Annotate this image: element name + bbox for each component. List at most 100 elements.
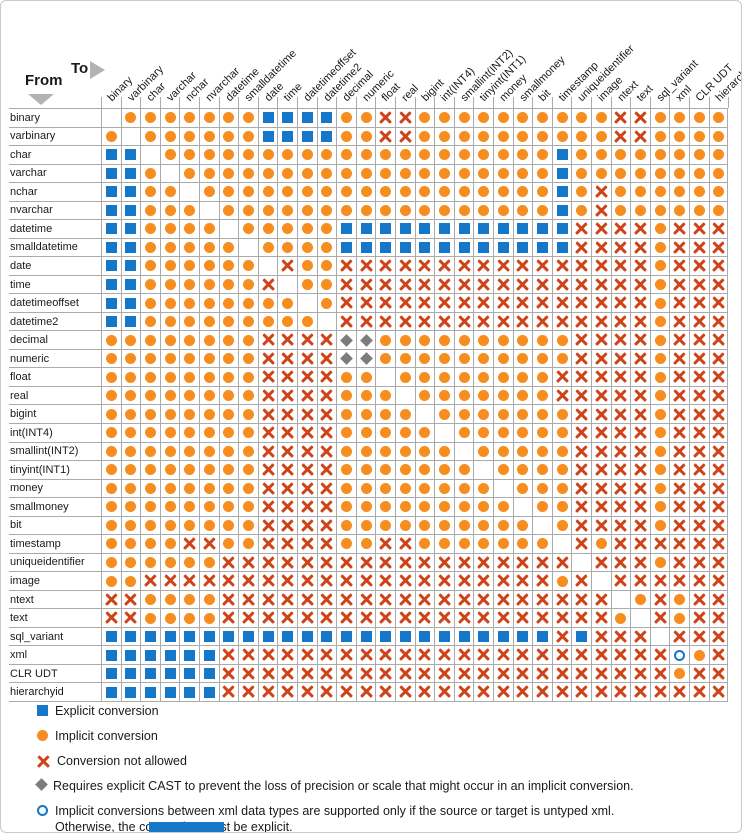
cell-timestamp-to-smalldatetime [238, 535, 258, 553]
cell-text-to-date [257, 609, 278, 627]
implicit-conversion-icon [105, 519, 117, 531]
column-tick [434, 97, 436, 108]
implicit-conversion-icon [125, 112, 137, 124]
cell-float-to-ntext [610, 368, 631, 386]
cell-timestamp-to-varbinary [120, 535, 141, 553]
implicit-conversion-icon [223, 112, 235, 124]
cell-decimal-to-smallmoney [512, 331, 533, 349]
implicit-conversion-icon [184, 260, 196, 272]
not-allowed-icon [281, 334, 294, 347]
row-label-datetime2: datetime2 [10, 315, 59, 328]
cell-smallint-int2-to-binary [101, 442, 121, 461]
implicit-conversion-icon [184, 112, 196, 124]
cell-clr-udt-to-time [277, 664, 297, 683]
cell-text-to-datetime2 [316, 609, 337, 627]
cell-tinyint-int1-to-datetimeoffset [297, 461, 317, 479]
row-label-ntext: ntext [10, 593, 34, 606]
cell-int-int4-to-xml [669, 424, 689, 442]
cell-tinyint-int1-to-real [395, 461, 415, 479]
cell-int-int4-to-uniqueidentifier [571, 424, 591, 442]
cell-bigint-to-varbinary [120, 405, 141, 423]
cell-int-int4-to-tinyint-int1 [473, 424, 493, 442]
explicit-cast-icon [35, 778, 48, 791]
not-allowed-icon [458, 686, 471, 699]
cell-varbinary-to-datetime2 [316, 127, 337, 146]
cell-datetime-to-smalldatetime [238, 220, 258, 238]
cell-datetimeoffset-to-binary [101, 294, 121, 312]
cell-image-to-float [375, 572, 395, 590]
implicit-conversion-icon [674, 186, 686, 198]
not-allowed-icon [340, 297, 353, 310]
cell-bigint-to-decimal [336, 405, 356, 423]
not-allowed-icon [575, 241, 588, 254]
cell-int-int4-to-date [257, 424, 278, 442]
matrix-row-nchar: nchar [9, 183, 729, 202]
not-allowed-icon [379, 686, 392, 699]
cell-date-to-sql-variant [649, 257, 670, 275]
not-allowed-icon [438, 649, 451, 662]
implicit-conversion-icon [536, 501, 548, 513]
not-allowed-icon [712, 334, 725, 347]
cell-bit-to-money [493, 516, 513, 535]
cell-ntext-to-ntext [610, 590, 631, 609]
cell-decimal-to-bigint [414, 331, 435, 349]
implicit-conversion-icon [380, 427, 392, 439]
cell-datetime-to-numeric [355, 220, 376, 238]
not-allowed-icon [634, 130, 647, 143]
cell-datetime-to-ntext [610, 220, 631, 238]
explicit-conversion-icon [125, 316, 137, 328]
cell-ntext-to-bigint [414, 590, 435, 609]
cell-real-to-varbinary [120, 386, 141, 405]
explicit-cast-icon [359, 333, 373, 347]
implicit-conversion-icon [164, 390, 176, 402]
not-allowed-icon [438, 315, 451, 328]
cell-varchar-to-datetime2 [316, 164, 337, 183]
cell-numeric-to-timestamp [551, 349, 572, 368]
explicit-conversion-icon [105, 668, 117, 680]
not-allowed-icon [536, 667, 549, 680]
cell-clr-udt-to-varbinary [120, 664, 141, 683]
cell-sql-variant-to-tinyint-int1 [473, 627, 493, 646]
cell-image-to-nchar [179, 572, 199, 590]
not-allowed-icon [595, 482, 608, 495]
implicit-conversion-icon [536, 112, 548, 124]
cell-hierarchyid-to-real [395, 683, 415, 701]
implicit-conversion-icon [321, 297, 333, 309]
cell-uniqueidentifier-to-nchar [179, 553, 199, 572]
cell-nvarchar-to-sql-variant [649, 201, 670, 220]
cell-date-to-nvarchar [199, 257, 219, 275]
matrix-row-timestamp: timestamp [9, 535, 729, 554]
cell-clr-udt-to-bit [532, 664, 552, 683]
cell-int-int4-to-timestamp [551, 424, 572, 442]
not-allowed-icon [595, 686, 608, 699]
column-tick [179, 97, 181, 108]
cell-varchar-to-decimal [336, 164, 356, 183]
cell-real-to-char [140, 386, 160, 405]
cell-varchar-to-char [140, 164, 160, 183]
cell-date-to-varchar [159, 257, 180, 275]
not-allowed-icon [673, 426, 686, 439]
not-allowed-icon [262, 408, 275, 421]
matrix-row-bit: bit [9, 516, 729, 536]
implicit-conversion-icon [654, 241, 666, 253]
not-allowed-icon [614, 297, 627, 310]
cell-real-to-tinyint-int1 [473, 386, 493, 405]
implicit-conversion-icon [164, 204, 176, 216]
not-allowed-icon [673, 389, 686, 402]
not-allowed-icon [477, 649, 490, 662]
implicit-conversion-icon [242, 130, 254, 142]
cell-numeric-to-hierarchyid [708, 349, 729, 368]
cell-money-to-date [257, 479, 278, 498]
cell-ntext-to-time [277, 590, 297, 609]
row-label-smallmoney: smallmoney [10, 500, 69, 513]
cell-datetimeoffset-to-uniqueidentifier [571, 294, 591, 312]
explicit-conversion-icon [125, 631, 137, 643]
implicit-conversion-icon [340, 112, 352, 124]
implicit-conversion-icon [144, 353, 156, 365]
cell-ntext-to-image [591, 590, 611, 609]
implicit-conversion-icon [301, 186, 313, 198]
explicit-conversion-icon [125, 686, 137, 698]
implicit-conversion-icon [242, 279, 254, 291]
cell-money-to-ntext [610, 479, 631, 498]
not-allowed-icon [438, 612, 451, 625]
